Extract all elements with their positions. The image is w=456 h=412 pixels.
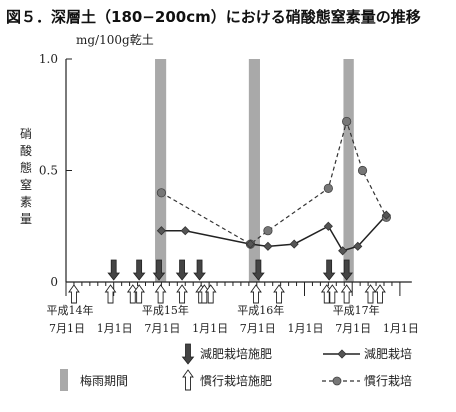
y-axis-label-char: 態 [20, 160, 32, 175]
legend-conventional-fertilization-icon [182, 369, 194, 391]
x-tick-label: 1月1日 [97, 322, 133, 335]
data-point-reduced [323, 221, 333, 231]
conventional-fertilization-arrow [176, 284, 188, 304]
legend-conventional-fertilization-label: 慣行栽培施肥 [200, 373, 272, 388]
data-point-reduced [381, 210, 391, 220]
x-tick-label: 1月1日 [192, 322, 228, 335]
y-axis-label-char: 量 [20, 212, 32, 226]
data-point-conventional [342, 116, 352, 127]
legend-rainy-season-icon [60, 369, 68, 391]
data-point-reduced [289, 239, 299, 249]
fertilization-arrows [68, 259, 386, 304]
y-axis-label-char: 素 [20, 195, 32, 209]
data-point-conventional [263, 226, 273, 236]
y-tick-label: 0 [50, 275, 58, 289]
rainy-season-band [343, 59, 354, 282]
x-tick-label: 1月1日 [288, 322, 324, 335]
conventional-fertilization-arrow [364, 284, 377, 304]
data-point-conventional [323, 183, 333, 193]
conventional-fertilization-arrow [273, 284, 285, 304]
y-axis-label-char: 硝 [20, 127, 32, 141]
reduced-fertilization-arrow [132, 259, 146, 281]
reduced-fertilization-arrow [175, 259, 189, 281]
legend-conventional-marker [332, 376, 342, 386]
reduced-fertilization-arrow [340, 259, 353, 281]
legend-reduced-marker [337, 349, 347, 359]
data-point-reduced [263, 241, 273, 251]
x-tick-label: 1月1日 [383, 322, 419, 335]
chart-title: 図５．深層土（180−200cm）における硝酸態窒素量の推移 [6, 8, 421, 26]
x-year-label: 平成14年 [47, 303, 94, 317]
conventional-fertilization-arrow [68, 284, 80, 304]
unit-label: mg/100g乾土 [76, 33, 154, 47]
conventional-fertilization-arrow [204, 284, 217, 304]
x-year-label: 平成16年 [237, 303, 284, 317]
reduced-fertilization-arrow [107, 259, 121, 281]
reduced-fertilization-arrow [152, 259, 166, 281]
legend-reduced-label: 減肥栽培 [364, 346, 412, 361]
rainy-season-bands [155, 59, 354, 282]
conventional-fertilization-arrow [133, 284, 146, 304]
rainy-season-band [248, 59, 260, 282]
x-year-label: 平成17年 [333, 303, 380, 317]
y-tick-label: 0.5 [39, 164, 58, 178]
x-tick-label: 7月1日 [335, 322, 371, 335]
conventional-fertilization-arrow [250, 284, 262, 304]
x-tick-label: 7月1日 [49, 322, 85, 335]
x-year-label: 平成15年 [142, 303, 189, 317]
y-axis-label: 硝酸態窒素量 [20, 127, 32, 226]
legend-rainy-season-label: 梅雨期間 [80, 373, 128, 388]
legend-reduced-fertilization-icon [181, 343, 195, 365]
data-point-reduced [338, 246, 348, 256]
y-axis-label-char: 窒 [20, 177, 32, 192]
reduced-fertilization-arrow [322, 259, 336, 281]
reduced-fertilization-arrow [193, 259, 206, 281]
rainy-season-band [155, 59, 167, 282]
conventional-fertilization-arrow [326, 284, 339, 304]
x-axis-labels: 平成14年 平成15年 平成16年 平成17年 7月1日 1月1日 7月1日 1月1日 7月1日… [47, 303, 419, 335]
data-point-reduced [180, 226, 190, 236]
legend-reduced-fertilization-label: 減肥栽培施肥 [200, 346, 272, 361]
y-tick-label: 1.0 [39, 52, 58, 66]
legend-conventional-label: 慣行栽培 [364, 373, 412, 388]
conventional-fertilization-arrow [374, 284, 386, 304]
data-point-conventional [156, 188, 166, 198]
data-point-conventional [357, 165, 368, 176]
data-point-reduced [156, 226, 166, 236]
data-point-reduced [245, 239, 256, 249]
data-series [156, 116, 391, 256]
x-tick-label: 7月1日 [144, 322, 180, 335]
y-axis-label-char: 酸 [20, 143, 32, 158]
axes: 0 0.5 1.0 [39, 52, 412, 296]
conventional-fertilization-arrow [104, 284, 117, 304]
conventional-fertilization-arrow [340, 284, 353, 304]
conventional-fertilization-arrow [154, 284, 167, 304]
x-tick-label: 7月1日 [240, 322, 276, 335]
reduced-fertilization-arrow [252, 259, 265, 281]
data-point-reduced [353, 241, 363, 251]
